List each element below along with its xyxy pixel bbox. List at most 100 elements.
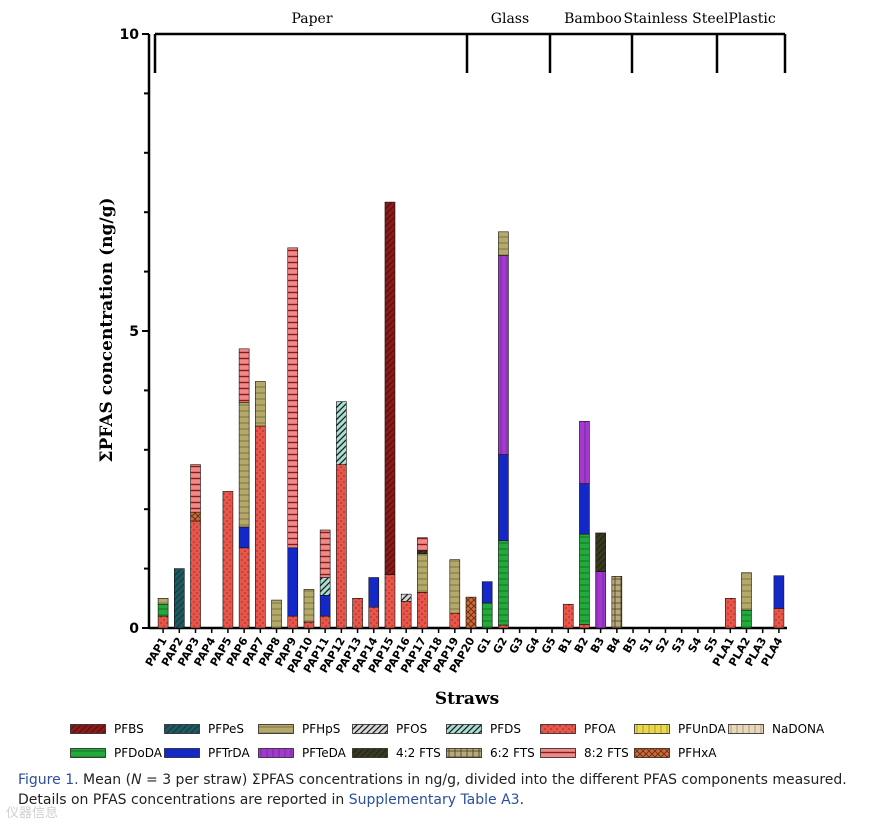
bar-segment-pfoa bbox=[222, 491, 234, 629]
bar-segment-pfhps bbox=[303, 589, 315, 623]
legend-swatch bbox=[446, 724, 482, 734]
bar-segment-pfoa bbox=[400, 600, 412, 629]
bar-segment-pfbs bbox=[384, 201, 396, 575]
y-axis-label: ΣPFAS concentration (ng/g) bbox=[97, 197, 117, 462]
legend-label: PFTrDA bbox=[208, 746, 250, 760]
bar-segment-pfhps bbox=[741, 572, 752, 611]
x-tick-label: B2 bbox=[572, 635, 591, 655]
bar-stack-pap6 bbox=[238, 348, 250, 629]
legend-row: PFBS PFPeS PFHpS PFOS PFDS PFOA PFUnDA NaDONA bbox=[70, 717, 850, 741]
bar-segment-pfos bbox=[400, 593, 412, 602]
x-tick-label: B4 bbox=[604, 635, 623, 656]
bar-stack-b2 bbox=[579, 420, 590, 629]
bar-segment-pfoa bbox=[773, 608, 785, 629]
bar-segment-62fts bbox=[611, 576, 623, 629]
group-label: Stainless Steel bbox=[624, 11, 729, 27]
bar-segment-82fts bbox=[287, 247, 299, 549]
bar-stack-pap12 bbox=[336, 401, 347, 629]
bar-stack-pla4 bbox=[773, 575, 785, 629]
x-tick-label: S2 bbox=[653, 635, 672, 655]
x-tick-label: G3 bbox=[507, 635, 527, 656]
bar-segment-pfdoda bbox=[157, 603, 169, 617]
bar-segment-pfoa bbox=[368, 606, 380, 629]
chart-canvas: Paper Glass Bamboo Stainless Steel Plastic 0… bbox=[97, 11, 787, 709]
legend-swatch bbox=[70, 724, 106, 734]
bar-segment-pftrda bbox=[481, 581, 493, 604]
bar-segment-pftrda bbox=[368, 577, 380, 608]
figure-caption: Figure 1. Mean (N = 3 per straw) ΣPFAS c… bbox=[18, 770, 868, 810]
y-tick-label: 5 bbox=[129, 324, 139, 340]
x-tick-labels: PAP1PAP2PAP3PAP4PAP5PAP6PAP7PAP8PAP9PAP1… bbox=[143, 635, 786, 676]
bar-segment-pfoa bbox=[352, 597, 363, 629]
bar-segment-pfhxa bbox=[190, 511, 201, 522]
legend: PFBS PFPeS PFHpS PFOS PFDS PFOA PFUnDA NaDONA PF… bbox=[70, 717, 850, 765]
legend-item: 4:2 FTS bbox=[352, 746, 446, 760]
bar-segment-pfoa bbox=[303, 621, 315, 629]
bar-segment-pfds bbox=[319, 577, 331, 596]
bar-stack-pap20 bbox=[465, 596, 477, 629]
legend-item: PFOS bbox=[352, 722, 446, 736]
x-tick-label: S3 bbox=[669, 635, 688, 655]
legend-label: PFTeDA bbox=[302, 746, 346, 760]
x-tick-label: G1 bbox=[474, 635, 494, 656]
bar-segment-pftrda bbox=[773, 575, 785, 609]
x-tick-label: B3 bbox=[588, 635, 607, 655]
legend-swatch bbox=[634, 724, 670, 734]
legend-label: PFOS bbox=[396, 722, 428, 736]
bar-segment-42fts bbox=[595, 532, 606, 572]
legend-item: 8:2 FTS bbox=[540, 746, 634, 760]
bar-stack-pap17 bbox=[417, 537, 428, 629]
legend-row: PFDoDA PFTrDA PFTeDA 4:2 FTS 6:2 FTS 8:2 FTS P… bbox=[70, 741, 850, 765]
legend-swatch bbox=[258, 748, 294, 758]
bar-segment-pfdoda bbox=[481, 602, 493, 629]
bar-segment-pfhps bbox=[255, 381, 266, 427]
legend-item: PFDoDA bbox=[70, 746, 164, 760]
caption-label: Figure 1. bbox=[18, 772, 79, 788]
bar-segment-pfoa bbox=[724, 597, 736, 629]
legend-swatch bbox=[352, 724, 388, 734]
x-tick-label: B1 bbox=[556, 635, 575, 655]
caption-n-label: N bbox=[131, 772, 142, 788]
bar-segment-pfhxa bbox=[465, 596, 477, 629]
bar-segment-pfoa bbox=[562, 603, 574, 629]
legend-swatch bbox=[164, 724, 200, 734]
bar-stack-pap1 bbox=[157, 597, 169, 629]
bar-segment-pfoa bbox=[498, 624, 509, 629]
bar-segment-pfhps bbox=[417, 553, 428, 593]
y-tick-label: 10 bbox=[120, 27, 140, 43]
x-tick-label: G2 bbox=[490, 635, 510, 656]
bar-segment-pfoa bbox=[417, 592, 428, 629]
legend-swatch bbox=[540, 748, 576, 758]
bar-segment-pfteda bbox=[595, 571, 606, 629]
bar-segment-pftrda bbox=[319, 595, 331, 617]
bar-segment-pfhps bbox=[238, 401, 250, 528]
group-brackets: Paper Glass Bamboo Stainless Steel Plastic bbox=[153, 11, 787, 73]
legend-swatch bbox=[258, 724, 294, 734]
bar-stack-pap7 bbox=[255, 381, 266, 629]
legend-item: PFOA bbox=[540, 722, 634, 736]
legend-label: PFUnDA bbox=[678, 722, 726, 736]
bar-segment-82fts bbox=[238, 348, 250, 403]
legend-label: 6:2 FTS bbox=[490, 746, 535, 760]
bar-segment-pftrda bbox=[287, 547, 299, 617]
bar-segment-82fts bbox=[190, 464, 201, 513]
bar-segment-pfhps bbox=[449, 559, 461, 614]
bar-stack-pap19 bbox=[449, 559, 461, 629]
bar-segment-82fts bbox=[319, 529, 331, 578]
bar-segment-pfdoda bbox=[498, 540, 509, 626]
legend-item: PFHpS bbox=[258, 722, 352, 736]
legend-item: NaDONA bbox=[728, 722, 824, 736]
supplementary-table-link[interactable]: Supplementary Table A3 bbox=[348, 792, 520, 808]
y-tick-label: 0 bbox=[129, 621, 139, 637]
legend-label: PFHxA bbox=[678, 746, 717, 760]
bar-stack-g1 bbox=[481, 581, 493, 629]
bar-segment-pfhps bbox=[157, 597, 169, 605]
bar-stack-b1 bbox=[562, 603, 574, 629]
bar-stack-b4 bbox=[611, 576, 623, 629]
legend-item: PFDS bbox=[446, 722, 540, 736]
bar-segment-pfteda bbox=[498, 255, 509, 455]
bar-segment-pfoa bbox=[255, 425, 266, 629]
bar-stack-pap15 bbox=[384, 201, 396, 629]
bar-stack-pap11 bbox=[319, 529, 331, 629]
group-label: Bamboo bbox=[564, 11, 622, 27]
